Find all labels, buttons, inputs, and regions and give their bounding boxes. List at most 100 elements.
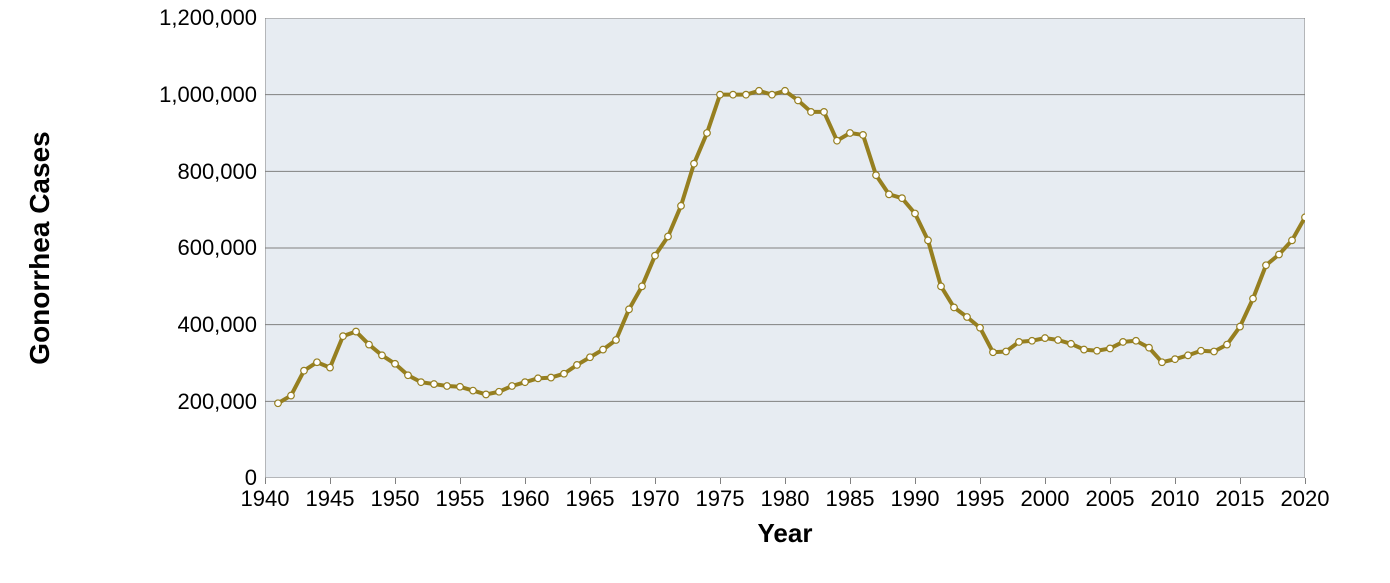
data-point bbox=[912, 210, 919, 217]
data-point bbox=[288, 392, 295, 399]
data-point bbox=[1211, 348, 1218, 355]
data-point bbox=[938, 283, 945, 290]
data-point bbox=[1081, 346, 1088, 353]
data-point bbox=[548, 374, 555, 381]
data-point bbox=[925, 237, 932, 244]
data-point bbox=[704, 130, 711, 137]
data-point bbox=[353, 328, 360, 335]
data-point bbox=[652, 252, 659, 259]
data-point bbox=[782, 88, 789, 95]
y-tick-label: 200,000 bbox=[177, 389, 257, 415]
data-point bbox=[886, 191, 893, 198]
x-tick-mark bbox=[330, 478, 331, 484]
x-tick-label: 2020 bbox=[1281, 486, 1330, 512]
data-point bbox=[561, 370, 568, 377]
data-point bbox=[639, 283, 646, 290]
data-point bbox=[457, 383, 464, 390]
data-point bbox=[691, 160, 698, 167]
data-point bbox=[1016, 339, 1023, 346]
data-point bbox=[860, 132, 867, 139]
data-point bbox=[821, 109, 828, 116]
line-chart: Gonorrhea Cases Year 0200,000400,000600,… bbox=[0, 0, 1390, 583]
data-point bbox=[366, 341, 373, 348]
x-tick-label: 1955 bbox=[436, 486, 485, 512]
x-tick-label: 1965 bbox=[566, 486, 615, 512]
data-point bbox=[392, 360, 399, 367]
x-tick-mark bbox=[1305, 478, 1306, 484]
x-tick-mark bbox=[1175, 478, 1176, 484]
data-point bbox=[613, 337, 620, 344]
y-tick-label: 1,000,000 bbox=[159, 82, 257, 108]
x-tick-label: 1995 bbox=[956, 486, 1005, 512]
data-point bbox=[665, 233, 672, 240]
data-point bbox=[327, 364, 334, 371]
data-point bbox=[301, 367, 308, 374]
data-point bbox=[1107, 345, 1114, 352]
y-tick-label: 800,000 bbox=[177, 159, 257, 185]
x-tick-label: 1950 bbox=[371, 486, 420, 512]
x-tick-mark bbox=[460, 478, 461, 484]
data-point bbox=[1120, 339, 1127, 346]
x-tick-mark bbox=[265, 478, 266, 484]
data-point bbox=[483, 391, 490, 398]
data-point bbox=[340, 333, 347, 340]
data-point bbox=[1068, 341, 1075, 348]
data-point bbox=[535, 375, 542, 382]
data-point bbox=[1094, 347, 1101, 354]
data-point bbox=[743, 91, 750, 98]
data-point bbox=[574, 362, 581, 369]
data-point bbox=[1146, 344, 1153, 351]
data-point bbox=[730, 91, 737, 98]
x-tick-label: 1945 bbox=[306, 486, 355, 512]
data-point bbox=[795, 97, 802, 104]
data-point bbox=[717, 91, 724, 98]
data-point bbox=[1276, 251, 1283, 258]
x-tick-mark bbox=[1240, 478, 1241, 484]
plot-area bbox=[265, 18, 1305, 478]
data-point bbox=[1263, 262, 1270, 269]
data-point bbox=[964, 314, 971, 321]
data-point bbox=[626, 306, 633, 313]
x-tick-mark bbox=[590, 478, 591, 484]
data-point bbox=[405, 372, 412, 379]
data-point bbox=[951, 304, 958, 311]
y-axis-title: Gonorrhea Cases bbox=[24, 131, 56, 364]
x-tick-label: 1985 bbox=[826, 486, 875, 512]
x-tick-mark bbox=[720, 478, 721, 484]
x-tick-mark bbox=[655, 478, 656, 484]
x-tick-label: 2010 bbox=[1151, 486, 1200, 512]
x-tick-mark bbox=[395, 478, 396, 484]
data-point bbox=[834, 137, 841, 144]
x-tick-mark bbox=[850, 478, 851, 484]
x-tick-label: 2005 bbox=[1086, 486, 1135, 512]
data-point bbox=[769, 91, 776, 98]
x-tick-mark bbox=[1110, 478, 1111, 484]
data-point bbox=[509, 383, 516, 390]
data-point bbox=[1237, 323, 1244, 330]
data-point bbox=[873, 172, 880, 179]
data-point bbox=[1029, 337, 1036, 344]
x-tick-label: 1970 bbox=[631, 486, 680, 512]
x-tick-mark bbox=[525, 478, 526, 484]
data-point bbox=[1289, 237, 1296, 244]
y-tick-label: 600,000 bbox=[177, 235, 257, 261]
x-tick-mark bbox=[915, 478, 916, 484]
data-point bbox=[522, 379, 529, 386]
x-tick-label: 2015 bbox=[1216, 486, 1265, 512]
x-tick-label: 1940 bbox=[241, 486, 290, 512]
data-point bbox=[587, 354, 594, 361]
data-point bbox=[314, 359, 321, 366]
data-point bbox=[899, 195, 906, 202]
data-point bbox=[808, 109, 815, 116]
data-point bbox=[1224, 341, 1231, 348]
data-point bbox=[431, 381, 438, 388]
data-point bbox=[1159, 359, 1166, 366]
data-point bbox=[977, 324, 984, 331]
data-point bbox=[1185, 352, 1192, 359]
x-tick-label: 1960 bbox=[501, 486, 550, 512]
x-tick-label: 1975 bbox=[696, 486, 745, 512]
data-point bbox=[470, 387, 477, 394]
data-point bbox=[990, 349, 997, 356]
data-point bbox=[1042, 335, 1049, 342]
data-point bbox=[379, 352, 386, 359]
